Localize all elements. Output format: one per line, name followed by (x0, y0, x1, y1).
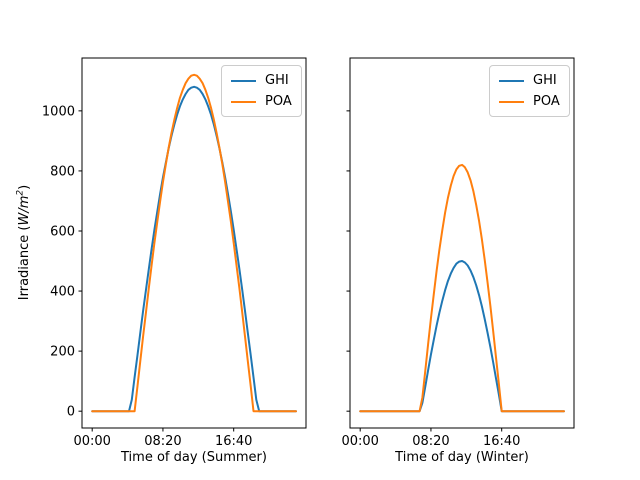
y-axis-label-math: W/m (16, 195, 32, 226)
axes-frame (81, 57, 307, 429)
x-axis-label-winter: Time of day (Winter) (395, 450, 529, 465)
legend-item-ghi: GHI (231, 70, 292, 91)
legend-line-swatch-poa (231, 100, 256, 103)
series-line-poa (359, 163, 565, 413)
legend-winter: GHI POA (489, 65, 570, 117)
legend-item-ghi: GHI (499, 70, 560, 91)
y-tick-label: 400 (50, 285, 75, 300)
y-tick-label: 0 (67, 405, 75, 420)
series-line-ghi (359, 260, 565, 413)
legend-item-label: POA (265, 94, 292, 109)
x-tick-label: 00:00 (341, 434, 378, 449)
x-tick-label: 16:40 (215, 434, 252, 449)
x-tick-label: 00:00 (73, 434, 110, 449)
y-tick-label: 800 (50, 164, 75, 179)
series-line-ghi (91, 85, 297, 413)
legend-item-label: POA (533, 94, 560, 109)
y-axis-label-superscript: 2 (15, 189, 26, 196)
legend-item-label: GHI (533, 73, 557, 88)
x-tick-label: 08:20 (412, 434, 449, 449)
y-tick-label: 600 (50, 224, 75, 239)
legend-line-swatch-ghi (231, 79, 256, 82)
axes-frame (349, 57, 575, 429)
legend-item-label: GHI (265, 73, 289, 88)
subplot-winter: 00:00 08:20 16:40 (341, 57, 575, 449)
series-line-poa (91, 73, 297, 413)
y-axis-label-suffix: ) (16, 184, 32, 190)
x-tick-label: 16:40 (483, 434, 520, 449)
y-axis-label: Irradiance (W/m2) (13, 143, 32, 343)
legend-summer: GHI POA (221, 65, 302, 117)
legend-line-swatch-poa (499, 100, 524, 103)
subplot-summer: 00:00 08:20 16:40 0 200 400 600 800 1000 (42, 57, 307, 449)
legend-item-poa: POA (231, 91, 292, 112)
legend-line-swatch-ghi (499, 79, 524, 82)
x-axis-label-summer: Time of day (Summer) (121, 450, 267, 465)
x-tick-label: 08:20 (144, 434, 181, 449)
y-tick-label: 200 (50, 345, 75, 360)
legend-item-poa: POA (499, 91, 560, 112)
y-axis-label-text: Irradiance ( (16, 225, 32, 301)
y-tick-label: 1000 (42, 104, 75, 119)
